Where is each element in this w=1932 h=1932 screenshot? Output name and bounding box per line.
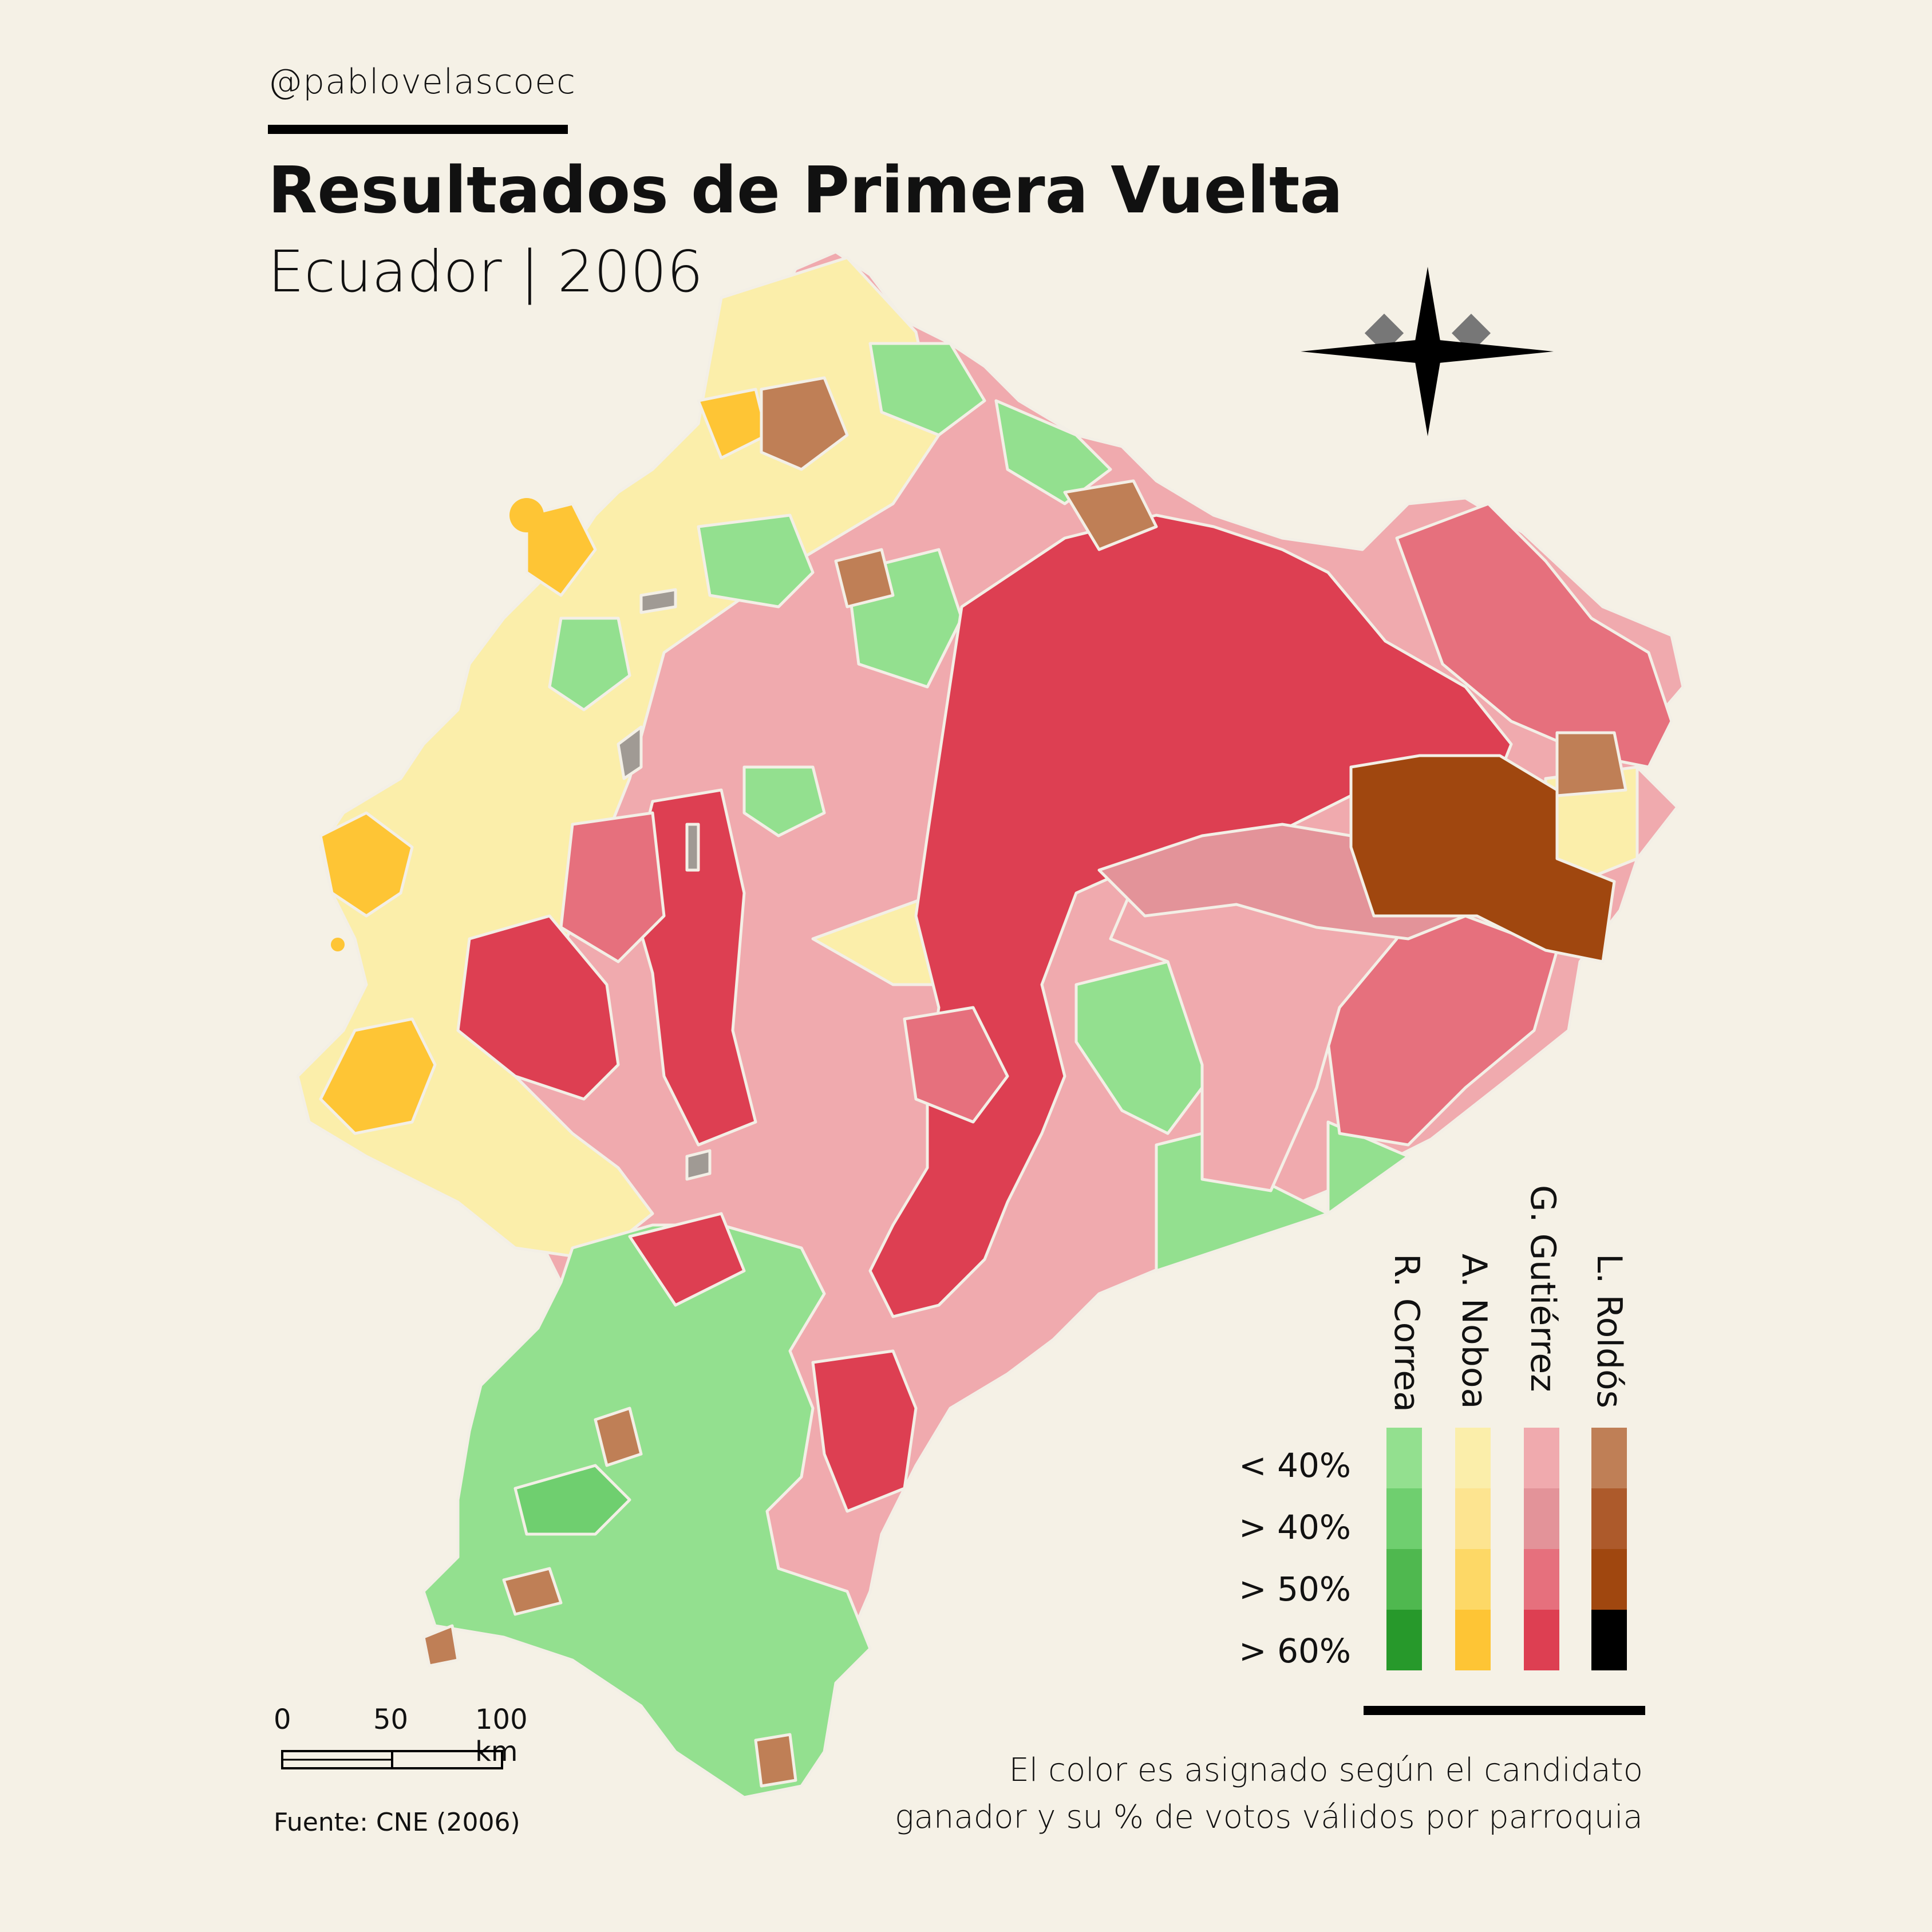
note-line-1: El color es asignado según el candidato <box>1009 1752 1643 1789</box>
legend-swatch <box>1524 1549 1559 1610</box>
region-roldos-south-3 <box>422 1624 460 1668</box>
legend-swatch <box>1591 1549 1627 1610</box>
region-island-1 <box>331 938 345 951</box>
region-correa-orient-3 <box>1326 1120 1410 1215</box>
region-coast-noboa-high-1 <box>319 811 414 918</box>
region-coast-noboa-high-3 <box>525 502 597 597</box>
region-gutierrez-mid-high <box>559 811 666 963</box>
scale-label-0: 0 <box>274 1704 291 1736</box>
region-no-data-2 <box>685 823 700 872</box>
legend-candidate-correa: R. Correa <box>1386 1254 1427 1412</box>
region-correa-north-2 <box>868 342 986 437</box>
region-roldos-east <box>1349 754 1616 963</box>
scale-ruler <box>281 1750 503 1769</box>
map-title: Resultados de Primera Vuelta <box>268 153 1344 228</box>
legend-swatch <box>1524 1428 1559 1488</box>
north-arrow-icon <box>1301 267 1554 436</box>
region-correa-south-mid <box>513 1464 631 1536</box>
legend-swatch <box>1386 1549 1422 1610</box>
region-no-data-4 <box>639 588 677 614</box>
legend-candidate-noboa: A. Noboa <box>1454 1254 1494 1409</box>
scale-label-50: 50 <box>373 1704 409 1736</box>
region-roldos-north-3 <box>834 548 895 609</box>
legend-swatch <box>1386 1488 1422 1549</box>
legend-swatch <box>1455 1488 1491 1549</box>
legend-threshold-4: > 60% <box>1239 1631 1351 1670</box>
legend-swatch <box>1455 1549 1491 1610</box>
region-gutierrez-south-1 <box>811 1349 918 1513</box>
region-gutierrez-amazon <box>868 513 1513 1318</box>
legend-swatch <box>1386 1428 1422 1488</box>
region-correa-north-4 <box>994 399 1112 505</box>
author-handle: @pablovelascoec <box>268 62 576 102</box>
legend-swatch <box>1455 1610 1491 1670</box>
region-island-0 <box>509 498 544 532</box>
region-correa-south <box>422 1223 872 1799</box>
legend-rule <box>1364 1706 1645 1715</box>
header-rule <box>268 125 568 134</box>
region-coast-noboa-high-2 <box>319 1017 437 1135</box>
legend-threshold-2: > 40% <box>1239 1508 1351 1547</box>
region-gutierrez-center-3 <box>628 1212 746 1307</box>
region-roldos-north-1 <box>760 376 849 471</box>
map-subtitle: Ecuador | 2006 <box>268 238 704 305</box>
region-roldos-south-2 <box>594 1406 643 1467</box>
region-no-data-1 <box>617 725 643 780</box>
region-correa-north-1 <box>697 513 815 609</box>
legend-candidate-gutierrez: G. Gutiérrez <box>1523 1185 1563 1392</box>
region-roldos-north-2 <box>1063 479 1158 551</box>
region-correa-coast <box>548 617 631 712</box>
legend-swatch <box>1591 1488 1627 1549</box>
legend-candidate-roldos: L. Roldós <box>1589 1254 1629 1408</box>
region-roldos-south-4 <box>754 1733 797 1788</box>
region-no-data-3 <box>685 1149 712 1181</box>
legend-swatch <box>1524 1610 1559 1670</box>
region-gutierrez-east-high <box>1395 502 1673 769</box>
region-gutierrez-center <box>456 914 620 1101</box>
parish-regions <box>296 250 1685 1799</box>
region-gutierrez-mid-high-2 <box>903 1006 1009 1124</box>
legend-swatch <box>1591 1610 1627 1670</box>
region-roldos-south-1 <box>502 1567 563 1616</box>
legend-threshold-1: < 40% <box>1239 1446 1351 1485</box>
legend-swatch <box>1386 1610 1422 1670</box>
legend-threshold-3: > 50% <box>1239 1570 1351 1609</box>
region-roldos-east-2 <box>1555 731 1627 797</box>
legend-swatch <box>1455 1428 1491 1488</box>
legend-swatch <box>1591 1428 1627 1488</box>
region-gutierrez-east-high-2 <box>1326 914 1559 1147</box>
source-note: Fuente: CNE (2006) <box>274 1808 520 1837</box>
legend-swatch <box>1524 1488 1559 1549</box>
region-coast-noboa <box>296 256 941 1261</box>
note-line-2: ganador y su % de votos válidos por parr… <box>894 1799 1643 1836</box>
region-correa-center <box>742 765 826 837</box>
